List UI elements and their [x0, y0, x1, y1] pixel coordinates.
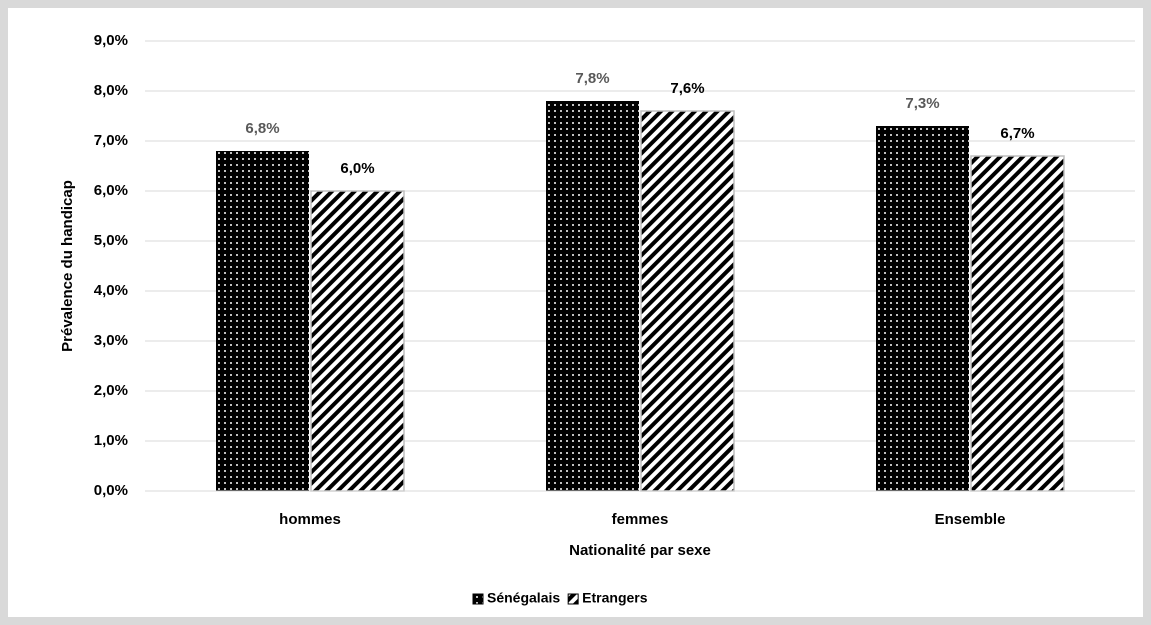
y-axis-title: Prévalence du handicap	[59, 180, 76, 352]
y-tick-label: 9,0%	[94, 32, 128, 49]
x-tick-label: femmes	[612, 511, 669, 528]
bar	[876, 126, 969, 491]
y-tick-label: 2,0%	[94, 382, 128, 399]
y-tick-label: 0,0%	[94, 482, 128, 499]
x-tick-label: Ensemble	[935, 511, 1006, 528]
y-tick-label: 5,0%	[94, 232, 128, 249]
data-label: 7,3%	[905, 95, 939, 112]
legend-swatch	[472, 593, 484, 605]
data-label: 7,8%	[575, 70, 609, 87]
legend-label: Sénégalais	[487, 590, 560, 606]
bar	[216, 151, 309, 491]
bar	[310, 190, 405, 492]
x-axis-title: Nationalité par sexe	[569, 542, 711, 559]
y-tick-label: 6,0%	[94, 182, 128, 199]
y-tick-label: 3,0%	[94, 332, 128, 349]
legend-swatch	[567, 593, 579, 605]
y-tick-label: 4,0%	[94, 282, 128, 299]
bar	[546, 101, 639, 491]
bar	[640, 110, 735, 492]
y-tick-label: 8,0%	[94, 82, 128, 99]
bar	[970, 155, 1065, 492]
legend-label: Etrangers	[582, 590, 648, 606]
data-label: 7,6%	[670, 80, 704, 97]
y-tick-label: 1,0%	[94, 432, 128, 449]
y-tick-label: 7,0%	[94, 132, 128, 149]
x-tick-label: hommes	[279, 511, 341, 528]
data-label: 6,8%	[245, 120, 279, 137]
data-label: 6,0%	[340, 160, 374, 177]
data-label: 6,7%	[1000, 125, 1034, 142]
